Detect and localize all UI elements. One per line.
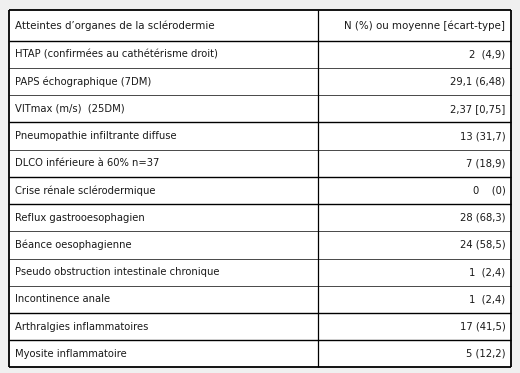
Text: Reflux gastrooesophagien: Reflux gastrooesophagien <box>15 213 145 223</box>
Text: 24 (58,5): 24 (58,5) <box>460 240 505 250</box>
Text: 5 (12,2): 5 (12,2) <box>466 349 505 359</box>
Text: 7 (18,9): 7 (18,9) <box>466 158 505 168</box>
Text: Atteintes d’organes de la sclérodermie: Atteintes d’organes de la sclérodermie <box>15 21 214 31</box>
Text: Incontinence anale: Incontinence anale <box>15 294 110 304</box>
Text: Pseudo obstruction intestinale chronique: Pseudo obstruction intestinale chronique <box>15 267 219 277</box>
Text: DLCO inférieure à 60% n=37: DLCO inférieure à 60% n=37 <box>15 158 159 168</box>
Text: 2,37 [0,75]: 2,37 [0,75] <box>450 104 505 114</box>
Text: Pneumopathie infiltrante diffuse: Pneumopathie infiltrante diffuse <box>15 131 176 141</box>
Text: VITmax (m/s)  (25DM): VITmax (m/s) (25DM) <box>15 104 124 114</box>
Text: Myosite inflammatoire: Myosite inflammatoire <box>15 349 126 359</box>
Text: 0    (0): 0 (0) <box>473 185 505 195</box>
Text: 1  (2,4): 1 (2,4) <box>470 267 505 277</box>
Text: N (%) ou moyenne [écart-type]: N (%) ou moyenne [écart-type] <box>344 21 505 31</box>
Text: HTAP (confirmées au cathétérisme droit): HTAP (confirmées au cathétérisme droit) <box>15 49 217 59</box>
Text: 13 (31,7): 13 (31,7) <box>460 131 505 141</box>
Text: 17 (41,5): 17 (41,5) <box>460 322 505 332</box>
Text: 2  (4,9): 2 (4,9) <box>470 49 505 59</box>
Text: Crise rénale sclérodermique: Crise rénale sclérodermique <box>15 185 155 196</box>
Text: 29,1 (6,48): 29,1 (6,48) <box>450 76 505 87</box>
Text: 1  (2,4): 1 (2,4) <box>470 294 505 304</box>
Text: Arthralgies inflammatoires: Arthralgies inflammatoires <box>15 322 148 332</box>
Text: 28 (68,3): 28 (68,3) <box>460 213 505 223</box>
Text: Béance oesophagienne: Béance oesophagienne <box>15 240 131 250</box>
Text: PAPS échographique (7DM): PAPS échographique (7DM) <box>15 76 151 87</box>
